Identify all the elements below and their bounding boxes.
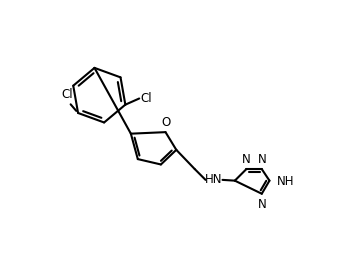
Text: Cl: Cl (141, 92, 152, 105)
Text: N: N (257, 198, 266, 211)
Text: NH: NH (277, 175, 295, 188)
Text: HN: HN (205, 173, 222, 186)
Text: N: N (257, 153, 266, 166)
Text: O: O (162, 116, 171, 129)
Text: N: N (242, 153, 251, 166)
Text: Cl: Cl (62, 88, 73, 101)
